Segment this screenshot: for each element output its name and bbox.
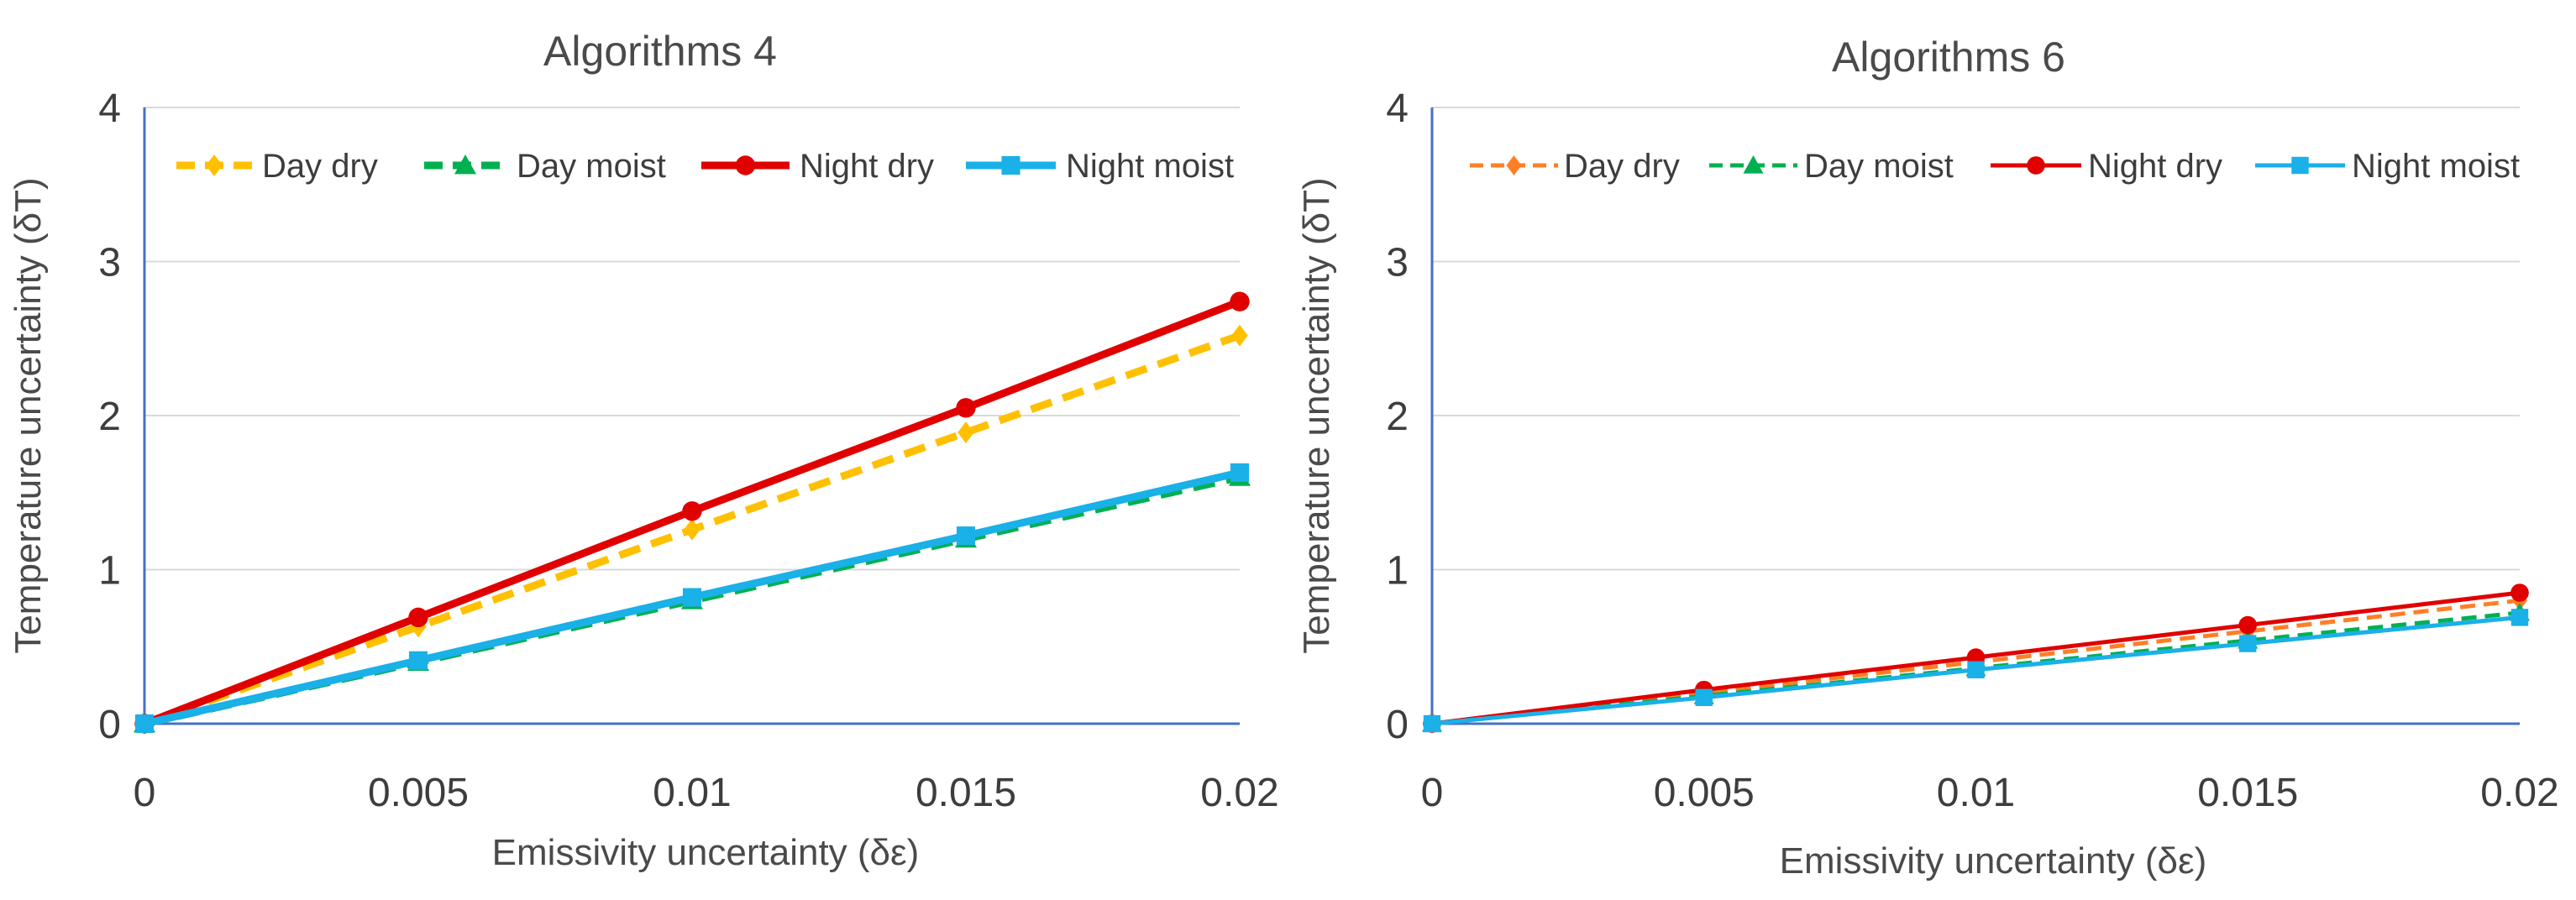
legend-label-day-dry: Day dry <box>1564 148 1680 185</box>
y-tick-label-4: 4 <box>98 86 121 131</box>
legend-label-night-moist: Night moist <box>2352 148 2520 185</box>
data-point-day-dry-2 <box>684 518 700 541</box>
legend-item-night-dry: Night dry <box>701 148 934 185</box>
legend-marker-night-dry <box>735 155 756 175</box>
data-point-night-moist-2 <box>1967 661 1985 678</box>
legend-marker-night-moist <box>1001 155 1020 175</box>
chart-title: Algorithms 6 <box>1832 34 2065 81</box>
data-point-night-moist-4 <box>1230 463 1250 482</box>
legend-marker-day-dry <box>1506 155 1522 175</box>
x-tick-label-2: 0.01 <box>653 771 731 815</box>
y-axis-label: Temperature uncertainty (δT) <box>1296 177 1337 653</box>
data-point-night-dry-4 <box>2510 583 2529 602</box>
data-point-night-moist-1 <box>408 651 428 670</box>
y-tick-label-1: 1 <box>1386 549 1409 594</box>
data-point-night-dry-3 <box>956 398 976 418</box>
chart-algorithms-6: 0 1 2 3 4 0 0.005 0.01 0.015 0.02 Algorithms 6 Emis… <box>1296 34 2559 882</box>
data-point-night-moist-0 <box>1423 714 1441 733</box>
legend: Day dry Day moist Night dry Night moist <box>176 148 1234 185</box>
legend-item-day-moist: Day moist <box>424 148 666 185</box>
legend-item-night-moist: Night moist <box>966 148 1234 185</box>
x-axis-label: Emissivity uncertainty (δε) <box>492 832 920 873</box>
series-night-moist <box>1423 609 2529 733</box>
y-tick-label-3: 3 <box>98 241 121 285</box>
data-point-night-dry-1 <box>408 607 428 628</box>
data-point-day-dry-3 <box>957 421 974 444</box>
data-point-night-moist-4 <box>2510 609 2529 626</box>
x-tick-label-3: 0.015 <box>916 771 1016 815</box>
y-tick-label-2: 2 <box>98 395 121 439</box>
data-point-night-moist-1 <box>1695 688 1713 707</box>
data-point-night-moist-0 <box>134 714 155 734</box>
legend-marker-night-dry <box>2027 156 2045 175</box>
series-day-dry <box>136 324 1248 735</box>
x-tick-label-1: 0.005 <box>1654 771 1755 815</box>
legend-item-night-moist: Night moist <box>2255 148 2520 185</box>
y-tick-label-3: 3 <box>1386 241 1409 285</box>
data-point-night-dry-4 <box>1230 291 1250 311</box>
legend-label-day-moist: Day moist <box>1804 148 1954 185</box>
data-point-day-dry-4 <box>1231 324 1248 347</box>
chart-title: Algorithms 4 <box>543 28 777 75</box>
x-tick-label-0: 0 <box>1421 771 1444 815</box>
x-tick-label-3: 0.015 <box>2197 771 2298 815</box>
legend-label-night-moist: Night moist <box>1066 148 1234 185</box>
x-tick-label-2: 0.01 <box>1937 771 2015 815</box>
y-tick-label-4: 4 <box>1386 86 1409 131</box>
series-night-moist <box>134 463 1250 734</box>
y-tick-label-1: 1 <box>98 549 121 594</box>
legend-label-night-dry: Night dry <box>2088 148 2222 185</box>
legend-label-night-dry: Night dry <box>800 148 934 185</box>
y-tick-label-2: 2 <box>1386 395 1409 439</box>
x-tick-label-4: 0.02 <box>2480 771 2558 815</box>
x-axis-label: Emissivity uncertainty (δε) <box>1780 840 2207 882</box>
data-point-night-dry-2 <box>682 501 702 521</box>
legend-item-night-dry: Night dry <box>1991 148 2222 185</box>
data-point-night-moist-3 <box>2239 635 2257 652</box>
chart-algorithms-4: 0 1 2 3 4 0 0.005 0.01 0.015 0.02 Algorithms 4 Emis… <box>8 28 1279 873</box>
y-tick-label-0: 0 <box>1386 703 1409 747</box>
legend: Day dry Day moist Night dry Night moist <box>1470 148 2520 185</box>
legend-label-day-moist: Day moist <box>517 148 666 185</box>
x-tick-label-0: 0 <box>134 771 156 815</box>
legend-marker-day-moist <box>454 154 476 175</box>
legend-item-day-dry: Day dry <box>176 148 378 185</box>
x-tick-label-1: 0.005 <box>368 771 469 815</box>
legend-marker-day-moist <box>1743 155 1764 174</box>
legend-item-day-moist: Day moist <box>1709 148 1954 185</box>
legend-marker-day-dry <box>206 154 223 176</box>
data-point-night-moist-3 <box>956 526 976 546</box>
x-tick-label-4: 0.02 <box>1200 771 1278 815</box>
y-axis-label: Temperature uncertainty (δT) <box>8 177 49 653</box>
legend-marker-night-moist <box>2291 156 2309 175</box>
legend-item-day-dry: Day dry <box>1470 148 1680 185</box>
data-point-night-dry-3 <box>2238 615 2258 635</box>
data-point-night-moist-2 <box>682 588 702 607</box>
legend-label-day-dry: Day dry <box>262 148 378 185</box>
y-tick-label-0: 0 <box>98 703 121 747</box>
